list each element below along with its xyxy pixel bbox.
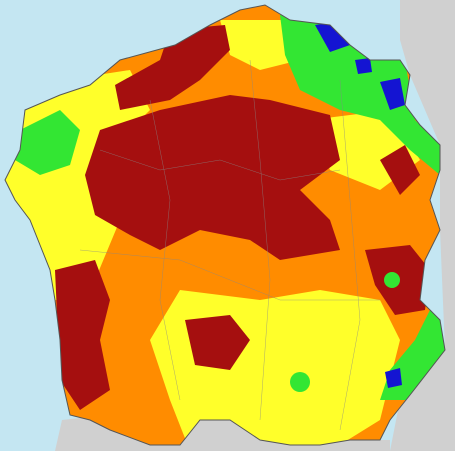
- risk-low-northeast: [280, 15, 445, 175]
- risk-moderate-north: [220, 20, 300, 70]
- risk-extreme-central: [85, 95, 340, 260]
- municipal-borders: [79, 59, 380, 431]
- border: [249, 59, 271, 421]
- border: [79, 249, 380, 301]
- risk-very-low: [355, 58, 372, 74]
- risk-extreme-northeast: [380, 145, 420, 195]
- risk-low-spot: [384, 272, 400, 288]
- risk-very-low: [380, 78, 405, 110]
- risk-extreme-south: [185, 315, 250, 370]
- risk-very-low: [315, 22, 350, 52]
- risk-low-spot: [290, 372, 310, 392]
- risk-moderate-south: [150, 290, 400, 445]
- neighbor-land-east: [390, 0, 455, 451]
- risk-very-low: [385, 368, 402, 388]
- risk-low-northwest: [15, 110, 80, 175]
- border: [149, 99, 181, 401]
- risk-extreme-southwest: [55, 260, 110, 410]
- coastline: [4, 4, 446, 446]
- border: [339, 79, 361, 431]
- border: [99, 149, 341, 181]
- risk-extreme-north: [115, 25, 230, 110]
